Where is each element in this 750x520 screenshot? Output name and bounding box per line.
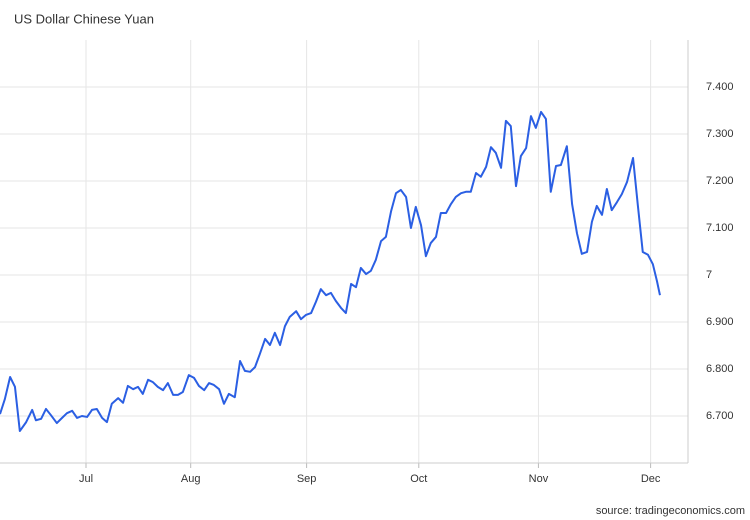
source: source: tradingeconomics.com: [596, 505, 745, 517]
x-tick-label: Nov: [529, 473, 549, 485]
y-tick-label: 7: [706, 269, 712, 281]
x-tick-label: Oct: [410, 473, 427, 485]
y-tick-label: 7.400: [706, 81, 734, 93]
y-tick-label: 7.300: [706, 128, 734, 140]
y-tick-label: 7.200: [706, 175, 734, 187]
y-tick-label: 6.900: [706, 316, 734, 328]
chart-title: US Dollar Chinese Yuan: [14, 11, 154, 26]
x-tick-label: Sep: [297, 473, 317, 485]
x-tick-label: Dec: [641, 473, 661, 485]
y-tick-label: 7.100: [706, 222, 734, 234]
x-tick-label: Aug: [181, 473, 201, 485]
line-series: [0, 110, 661, 433]
y-tick-label: 6.800: [706, 363, 734, 375]
y-tick-label: 6.700: [706, 410, 734, 422]
x-tick-label: Jul: [79, 473, 93, 485]
